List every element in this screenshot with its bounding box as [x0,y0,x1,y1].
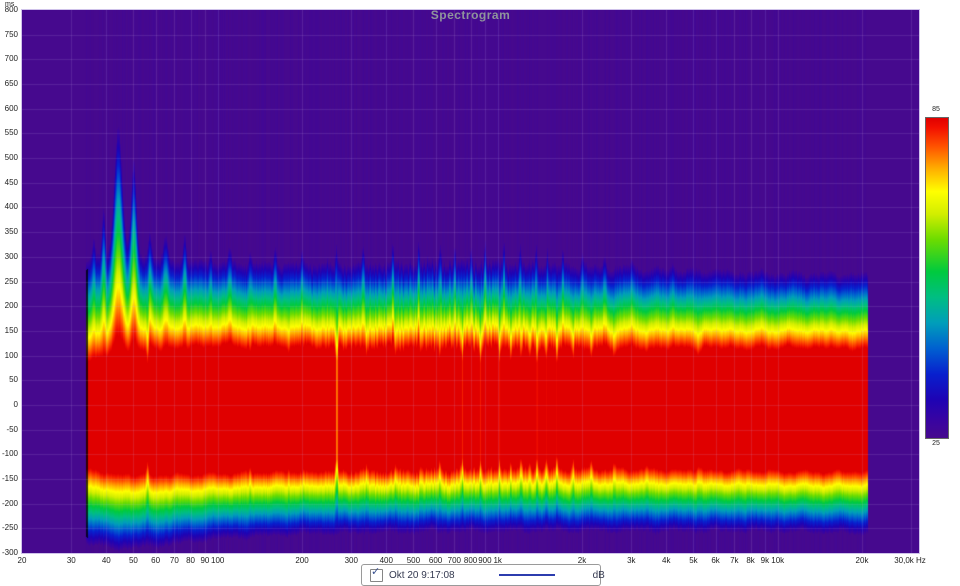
trace-color-line [498,574,555,576]
y-tick-label: 400 [4,202,18,212]
x-tick-label: 40 [101,556,111,565]
trace-visibility-checkbox[interactable]: ✓ [370,565,383,582]
y-axis-unit-label: ms [5,1,15,8]
y-tick-label: -100 [1,449,18,459]
colorbar-max-label: 85 [932,106,940,113]
y-tick-label: 50 [9,375,18,385]
legend-box: ✓ Okt 20 9:17:08 dB [361,564,605,586]
x-tick-label: 1k [493,556,502,565]
colorbar [925,117,949,439]
x-tick-label: 400 [379,556,393,565]
x-tick-label: 90 [200,556,210,565]
x-tick-label: 4k [662,556,671,565]
x-tick-label: 60 [151,556,161,565]
x-tick-label: 6k [711,556,720,565]
x-tick-label: 7k [730,556,739,565]
y-tick-label: -250 [1,523,18,533]
x-tick-label: 900 [478,556,492,565]
x-tick-label: 200 [295,556,309,565]
trace-unit-label: dB [592,569,605,581]
x-tick-label: 3k [627,556,636,565]
x-tick-label: 500 [406,556,421,565]
y-tick-label: 450 [4,177,18,187]
x-tick-label: 8k [746,556,755,565]
x-tick-label: 30 [66,556,76,565]
y-tick-label: 150 [4,325,18,335]
y-tick-label: 350 [4,227,18,237]
y-tick-label: 600 [4,103,18,113]
spectrogram-plot-canvas[interactable] [21,9,920,554]
x-tick-label: 10k [771,556,785,565]
x-tick-label: 800 [463,556,478,565]
x-tick-label: 100 [211,556,225,565]
x-tick-label: 600 [428,556,443,565]
x-tick-label: 9k [760,556,770,565]
y-tick-label: 500 [4,153,18,163]
trace-label: Okt 20 9:17:08 [389,569,455,581]
x-tick-label: 20k [855,556,869,565]
x-tick-label: 700 [447,556,461,565]
x-tick-label: 30,0k Hz [894,556,926,565]
colorbar-min-label: 25 [932,440,940,447]
y-tick-label: -150 [1,473,18,483]
y-tick-label: -300 [1,548,18,557]
y-tick-label: 650 [4,79,18,89]
y-tick-label: -200 [1,498,18,508]
y-tick-label: 700 [4,54,18,64]
x-tick-label: 50 [128,556,138,565]
x-tick-label: 2k [577,556,587,565]
x-tick-label: 20 [17,556,27,565]
y-tick-label: -50 [6,424,18,434]
x-tick-label: 80 [186,556,196,565]
x-tick-label: 70 [169,556,179,565]
checkmark-icon: ✓ [371,565,381,578]
x-tick-label: 5k [689,556,698,565]
y-tick-label: 550 [4,128,18,138]
y-tick-label: 100 [4,350,18,360]
y-tick-label: 0 [13,399,18,409]
y-tick-label: 300 [4,251,18,261]
y-tick-label: 750 [4,29,18,39]
y-tick-label: 800 [4,5,18,14]
x-tick-label: 300 [344,556,358,565]
y-tick-label: 250 [4,276,18,286]
y-tick-label: 200 [4,301,18,311]
